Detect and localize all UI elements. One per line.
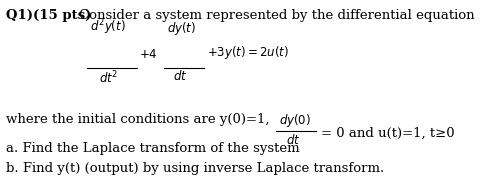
- Text: a. Find the Laplace transform of the system: a. Find the Laplace transform of the sys…: [6, 142, 300, 155]
- Text: $d^2y(t)$: $d^2y(t)$: [90, 18, 125, 37]
- Text: b. Find y(t) (output) by using inverse Laplace transform.: b. Find y(t) (output) by using inverse L…: [6, 162, 384, 175]
- Text: $dt$: $dt$: [286, 133, 301, 147]
- Text: $dy(0)$: $dy(0)$: [279, 112, 311, 129]
- Text: where the initial conditions are y(0)=1,: where the initial conditions are y(0)=1,: [6, 113, 269, 126]
- Text: $+3y(t) = 2u(t)$: $+3y(t) = 2u(t)$: [207, 43, 289, 61]
- Text: = 0 and u(t)=1, t≥0: = 0 and u(t)=1, t≥0: [321, 126, 455, 139]
- Text: $dt$: $dt$: [173, 69, 187, 83]
- Text: $+4$: $+4$: [139, 48, 158, 61]
- Text: Q1)(15 pts): Q1)(15 pts): [6, 9, 91, 22]
- Text: $dt^2$: $dt^2$: [99, 69, 118, 86]
- Text: $dy(t)$: $dy(t)$: [167, 20, 196, 37]
- Text: Consider a system represented by the differential equation: Consider a system represented by the dif…: [79, 9, 474, 22]
